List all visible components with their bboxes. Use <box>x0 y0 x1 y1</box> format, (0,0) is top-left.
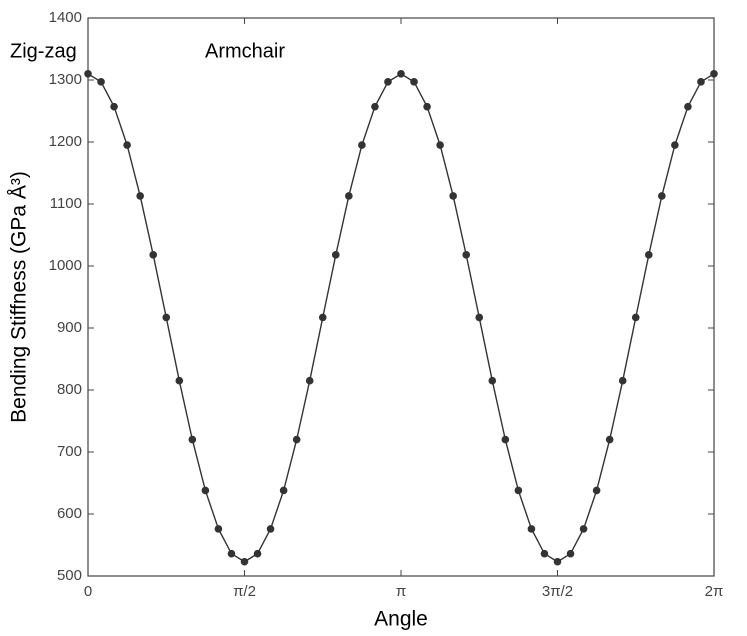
y-tick-label: 600 <box>57 505 82 522</box>
data-point <box>292 435 301 444</box>
data-point <box>110 102 118 111</box>
y-tick-label: 1300 <box>49 71 82 88</box>
annotation: Armchair <box>205 40 285 62</box>
data-point <box>449 192 457 200</box>
data-point <box>462 251 471 259</box>
data-point <box>436 141 444 149</box>
data-point <box>97 78 105 86</box>
data-point <box>540 549 549 558</box>
data-point <box>410 78 418 86</box>
data-point <box>553 557 562 566</box>
plot-frame <box>87 17 715 577</box>
data-point <box>488 376 497 385</box>
data-point <box>475 313 484 322</box>
y-tick-label: 1200 <box>49 133 82 150</box>
x-tick-label: 0 <box>84 583 92 600</box>
y-tick-label: 900 <box>57 319 82 336</box>
data-line <box>87 72 715 563</box>
data-point <box>331 251 340 259</box>
data-point <box>345 192 353 200</box>
data-point <box>84 70 92 78</box>
y-tick-label: 1400 <box>49 9 82 26</box>
data-point <box>201 486 210 495</box>
y-tick-label: 1000 <box>49 257 82 274</box>
data-point <box>566 549 575 558</box>
x-tick-label: π <box>396 583 406 600</box>
data-point <box>710 70 718 78</box>
data-point <box>384 78 392 86</box>
data-point <box>618 376 627 385</box>
data-point <box>579 525 588 533</box>
data-point <box>671 141 679 149</box>
data-point <box>605 435 614 444</box>
data-point <box>697 78 705 86</box>
data-point <box>149 251 158 259</box>
data-point <box>188 435 197 444</box>
data-point <box>123 141 131 149</box>
data-point <box>423 102 431 111</box>
data-point <box>514 486 523 495</box>
x-axis-label: Angle <box>374 608 428 631</box>
data-point <box>644 251 653 259</box>
annotation: Zig-zag <box>10 40 77 62</box>
data-point <box>240 557 249 566</box>
x-tick-label: 2π <box>705 583 724 600</box>
x-tick-label: 3π/2 <box>542 583 573 600</box>
data-point <box>214 525 223 533</box>
data-point <box>162 313 171 322</box>
data-point <box>266 525 275 533</box>
y-axis-label: Bending Stiffness (GPa Å³) <box>8 171 31 423</box>
x-tick-label: π/2 <box>233 583 256 600</box>
data-point <box>358 141 366 149</box>
y-tick-label: 700 <box>57 443 82 460</box>
data-point <box>279 486 288 495</box>
data-point <box>305 376 314 385</box>
y-tick-label: 1100 <box>50 195 82 212</box>
data-point <box>253 549 262 558</box>
data-point <box>371 102 379 111</box>
data-point <box>527 525 536 533</box>
data-point <box>631 313 640 322</box>
data-point <box>684 102 692 111</box>
data-point <box>318 313 327 322</box>
data-point <box>136 192 144 200</box>
data-point <box>227 549 236 558</box>
y-tick-label: 800 <box>57 381 82 398</box>
data-point <box>658 192 666 200</box>
data-point <box>175 376 184 385</box>
data-point <box>501 435 510 444</box>
data-point <box>397 70 405 78</box>
data-point <box>592 486 601 495</box>
y-tick-label: 500 <box>57 567 82 584</box>
